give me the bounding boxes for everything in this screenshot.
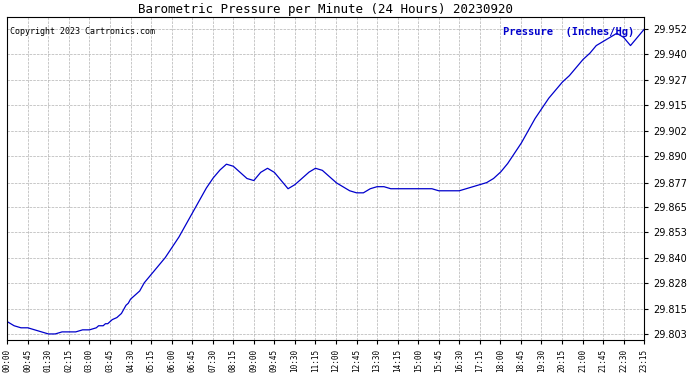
Text: Copyright 2023 Cartronics.com: Copyright 2023 Cartronics.com — [10, 27, 155, 36]
Title: Barometric Pressure per Minute (24 Hours) 20230920: Barometric Pressure per Minute (24 Hours… — [138, 3, 513, 16]
Text: Pressure  (Inches/Hg): Pressure (Inches/Hg) — [504, 27, 635, 37]
